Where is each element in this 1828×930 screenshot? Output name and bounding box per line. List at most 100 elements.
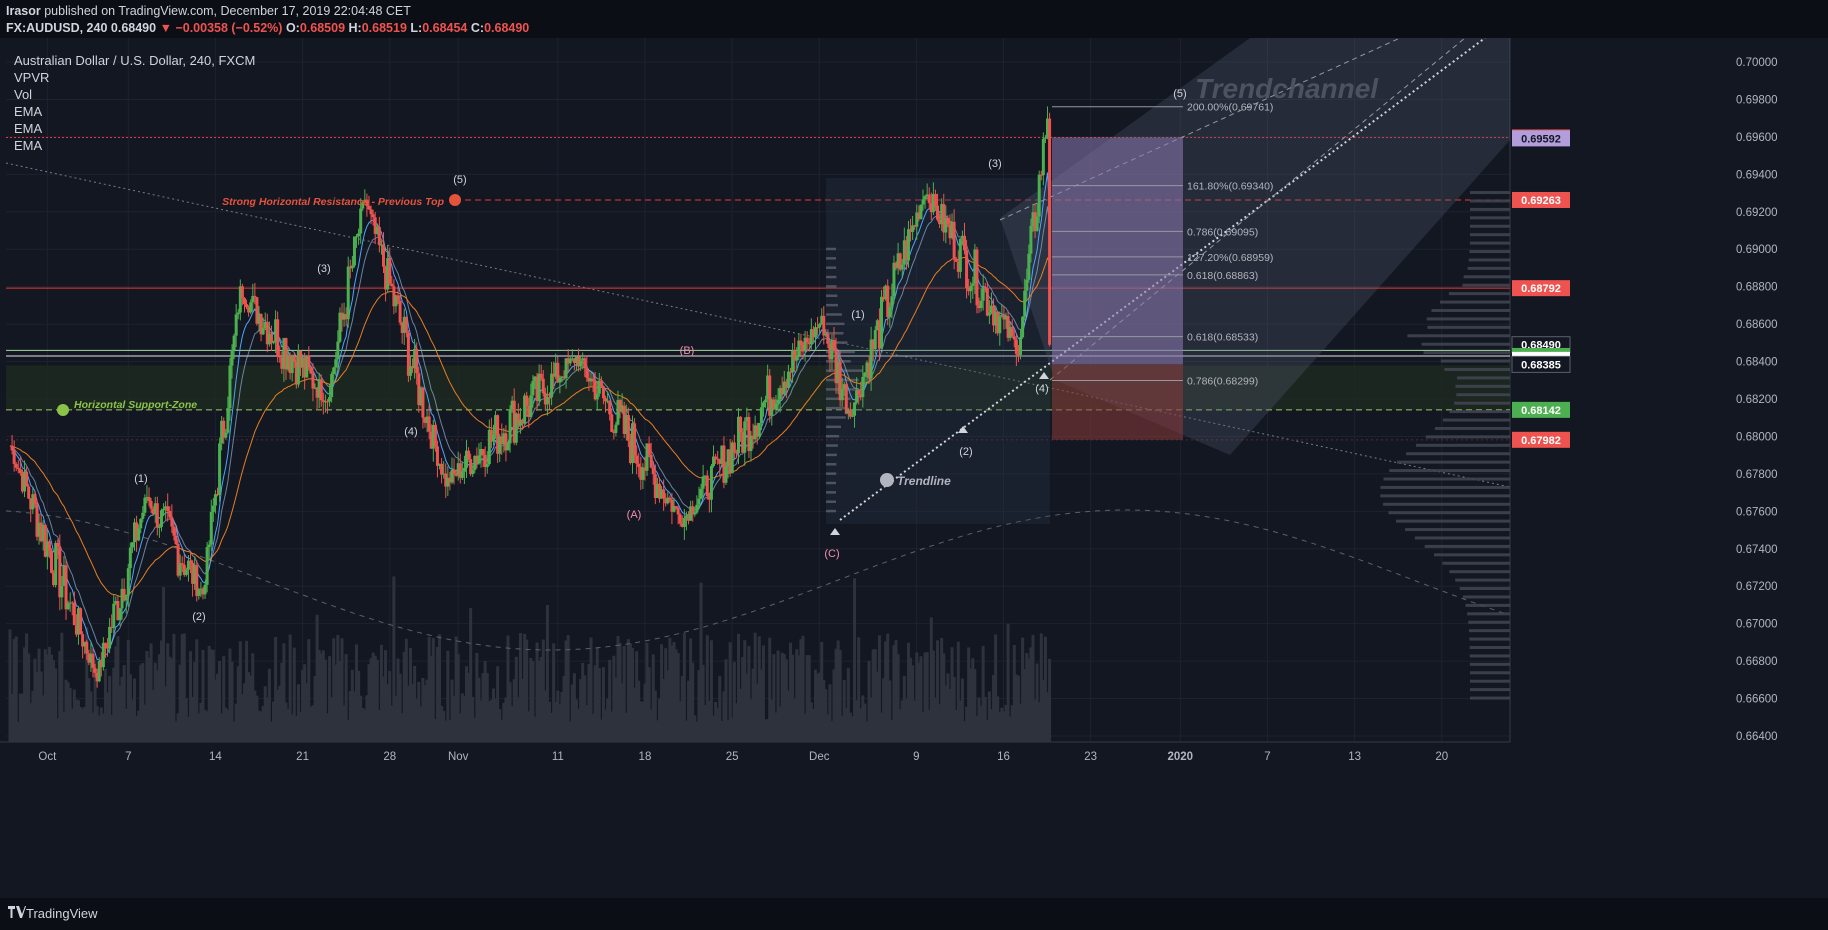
candle-body	[1008, 327, 1012, 338]
price-badge-label: 0.69263	[1521, 195, 1561, 207]
volume-profile-bar	[1462, 283, 1510, 287]
candle-body	[230, 350, 234, 366]
volume-bar	[853, 578, 857, 742]
candle-body	[736, 416, 740, 454]
volume-bar	[983, 696, 987, 742]
candle-body	[820, 315, 824, 324]
volume-bar	[147, 657, 151, 742]
volume-bar	[801, 635, 805, 742]
candle-body	[807, 342, 811, 345]
candle-body	[927, 194, 931, 203]
volume-bar	[259, 711, 263, 742]
candle-body	[485, 464, 489, 468]
candle-body	[62, 565, 66, 586]
volume-bar	[755, 683, 759, 742]
candle-body	[346, 266, 350, 320]
publisher-name[interactable]: Irasor	[6, 4, 41, 18]
volume-bar	[16, 721, 20, 742]
volume-bar	[344, 654, 348, 742]
volume-bar	[37, 648, 41, 742]
candle-body	[674, 505, 678, 508]
candle-body	[294, 361, 298, 385]
volume-bar	[29, 703, 33, 742]
volume-bar	[1046, 692, 1049, 742]
legend-indicator-vpvr[interactable]: VPVR	[14, 70, 50, 85]
legend-indicator-vol[interactable]: Vol	[14, 87, 33, 102]
candle-body	[979, 300, 983, 309]
candle-body	[224, 432, 228, 438]
volume-bar	[869, 697, 873, 742]
volume-bar	[330, 697, 334, 742]
volume-bar	[545, 605, 549, 742]
volume-bar	[761, 645, 765, 742]
price-change: −0.00358 (−0.52%)	[175, 21, 283, 35]
candle-body	[487, 429, 491, 465]
price-chart[interactable]: 0.70000 0.69800 0.69600 0.69400 0.69200 0.690…	[0, 38, 1828, 898]
candle-body	[85, 641, 89, 654]
volume-bar	[390, 705, 394, 742]
candle-body	[276, 319, 280, 357]
volume-bar	[101, 713, 105, 742]
volume-bar	[70, 708, 74, 742]
volume-bar	[494, 698, 498, 742]
candle-body	[782, 381, 786, 395]
volume-profile-bar	[1442, 561, 1510, 565]
candle-body	[1041, 138, 1045, 176]
volume-bar	[471, 696, 475, 742]
volume-bar	[1004, 704, 1008, 742]
candle-body	[718, 459, 722, 464]
candle-body	[633, 423, 637, 456]
legend-indicator-ema[interactable]: EMA	[14, 121, 43, 136]
volume-bar	[216, 673, 219, 742]
candle-body	[894, 262, 898, 269]
candle-body	[288, 355, 292, 373]
volume-bar	[938, 704, 942, 742]
volume-bar	[832, 669, 836, 742]
candle-body	[68, 602, 72, 604]
volume-profile-bar	[1455, 384, 1510, 388]
candle-body	[523, 395, 527, 424]
volume-profile-bar	[826, 275, 837, 279]
candle-body	[76, 608, 80, 635]
volume-bar	[95, 706, 99, 742]
candle-body	[923, 196, 927, 200]
y-tick-label: 0.67000	[1736, 619, 1778, 631]
volume-bar	[508, 682, 512, 742]
candle-body	[377, 227, 381, 246]
candle-body	[162, 508, 166, 511]
candle-body	[531, 381, 535, 396]
legend-indicator-ema[interactable]: EMA	[14, 104, 43, 119]
volume-bar	[917, 662, 921, 742]
wave-label: (2)	[192, 611, 205, 623]
candle-body	[205, 547, 209, 585]
candle-body	[20, 473, 24, 492]
candle-body	[871, 339, 875, 350]
candle-body	[332, 367, 336, 375]
volume-bar	[278, 685, 282, 742]
volume-bar	[157, 654, 161, 742]
volume-bar	[900, 700, 904, 742]
volume-bar	[718, 676, 722, 742]
candle-body	[483, 454, 487, 468]
candle-body	[79, 608, 83, 635]
candle-body	[514, 413, 518, 443]
tradingview-logo[interactable]: TradingView	[8, 906, 98, 921]
volume-bar	[282, 643, 286, 742]
price-badge: 0.68142	[1512, 401, 1570, 418]
volume-bar	[419, 706, 423, 742]
candle-body	[99, 661, 103, 668]
publish-line: Irasor published on TradingView.com, Dec…	[6, 4, 411, 18]
volume-profile-bar	[826, 491, 837, 494]
candle-body	[1014, 339, 1018, 355]
volume-profile-bar	[1396, 460, 1510, 464]
volume-bar	[601, 667, 605, 742]
volume-bar	[234, 703, 238, 742]
candle-body	[973, 249, 977, 284]
volume-bar	[388, 671, 392, 742]
volume-bar	[1041, 679, 1045, 742]
candle-body	[396, 295, 400, 301]
legend-indicator-ema[interactable]: EMA	[14, 138, 43, 153]
volume-bar	[720, 720, 724, 742]
volume-bar	[992, 674, 996, 742]
chart-header: Irasor published on TradingView.com, Dec…	[0, 0, 1828, 38]
